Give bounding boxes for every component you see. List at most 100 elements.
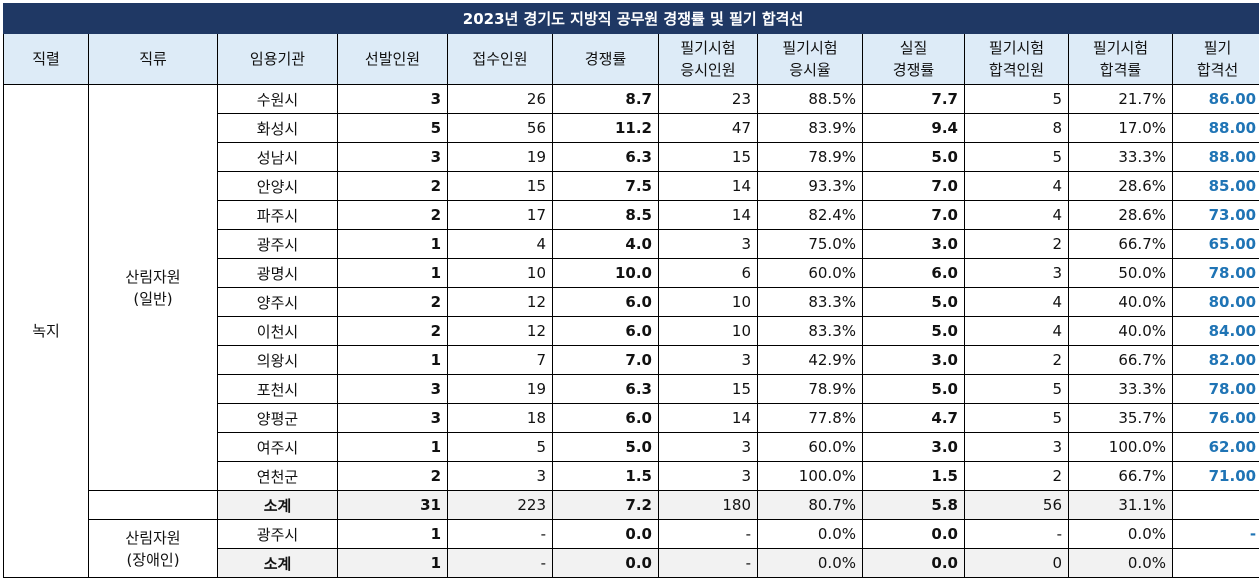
table-cell: 62.00 — [1171, 432, 1259, 462]
table-cell: 0 — [964, 548, 1069, 578]
table-cell: 광명시 — [217, 258, 338, 288]
table-cell: 42.9% — [757, 345, 863, 375]
table-cell: 5 — [964, 84, 1069, 114]
table-cell: 83.3% — [757, 287, 863, 317]
column-header: 선발인원 — [337, 33, 448, 85]
column-header: 필기시험 응시율 — [757, 33, 863, 85]
header-row: 직렬 직류 임용기관 선발인원 접수인원 경쟁률 필기시험 응시인원 필기시험 응시율 실질 경쟁률 필… — [3, 33, 1259, 85]
table-cell: 31 — [337, 490, 448, 520]
table-cell: 3.0 — [862, 345, 965, 375]
table-cell: 3 — [337, 142, 448, 172]
table-cell: 성남시 — [217, 142, 338, 172]
table-cell: 2 — [337, 461, 448, 491]
table-cell: 93.3% — [757, 171, 863, 201]
table-cell: 광주시 — [217, 519, 338, 549]
table-cell: 3 — [658, 345, 758, 375]
table-row: 이천시 2 12 6.0 10 83.3% 5.0 4 40.0% 84.00 — [4, 316, 1259, 346]
table-cell: 15 — [447, 171, 553, 201]
table-cell: 19 — [447, 374, 553, 404]
table-cell: 8.5 — [552, 200, 659, 230]
table-cell: 66.7% — [1068, 461, 1173, 491]
table-cell: 40.0% — [1068, 287, 1173, 317]
table-cell: 1 — [337, 548, 448, 578]
column-header: 경쟁률 — [552, 33, 659, 85]
table-cell: 2 — [337, 316, 448, 346]
table-cell — [1171, 548, 1259, 578]
table-cell: 4 — [964, 171, 1069, 201]
table-cell: 47 — [658, 113, 758, 143]
table-cell: 65.00 — [1171, 229, 1259, 259]
column-header: 직렬 — [3, 33, 89, 85]
table-cell: - — [658, 519, 758, 549]
table-cell: 5.0 — [552, 432, 659, 462]
table-cell: 7.5 — [552, 171, 659, 201]
table-cell: 85.00 — [1171, 171, 1259, 201]
table-cell: 40.0% — [1068, 316, 1173, 346]
table-cell: 0.0% — [757, 548, 863, 578]
table-body: 녹지 산림자원 (일반) 수원시 3 26 8.7 23 88.5% 7.7 5 21.7% 86.00… — [3, 84, 1259, 578]
table-cell: 이천시 — [217, 316, 338, 346]
table-cell: 1 — [337, 258, 448, 288]
table-cell: 6.0 — [862, 258, 965, 288]
table-cell: 3 — [658, 432, 758, 462]
table-cell: 0.0 — [862, 519, 965, 549]
table-cell: 5.8 — [862, 490, 965, 520]
table-cell: 5 — [447, 432, 553, 462]
table-cell: 78.9% — [757, 142, 863, 172]
table-row: 의왕시 1 7 7.0 3 42.9% 3.0 2 66.7% 82.00 — [4, 345, 1259, 375]
table-cell: 5 — [964, 403, 1069, 433]
table-cell: 83.9% — [757, 113, 863, 143]
table-cell: 12 — [447, 287, 553, 317]
table-cell — [1171, 490, 1259, 520]
table-cell: 6.3 — [552, 142, 659, 172]
table-cell: 78.00 — [1171, 258, 1259, 288]
table-cell: 10 — [447, 258, 553, 288]
subtotal-row: 소계 31 223 7.2 180 80.7% 5.8 56 31.1% — [4, 490, 1259, 520]
table-cell: 5.0 — [862, 287, 965, 317]
table-cell: 6.0 — [552, 287, 659, 317]
table-cell: 4 — [964, 200, 1069, 230]
table-cell: 4 — [447, 229, 553, 259]
table-cell: - — [964, 519, 1069, 549]
column-header: 필기 합격선 — [1171, 33, 1259, 85]
category-cell: 산림자원 (장애인) — [88, 519, 218, 578]
table-cell: 3 — [658, 229, 758, 259]
table-cell: 1 — [337, 229, 448, 259]
table-cell: 4 — [964, 316, 1069, 346]
table-cell: 6 — [658, 258, 758, 288]
table-cell: 75.0% — [757, 229, 863, 259]
table-cell: 5 — [964, 142, 1069, 172]
table-cell: 7.2 — [552, 490, 659, 520]
table-cell: 0.0% — [757, 519, 863, 549]
table-cell: 60.0% — [757, 432, 863, 462]
column-header: 필기시험 합격인원 — [964, 33, 1069, 85]
table-cell: 여주시 — [217, 432, 338, 462]
table-cell: 11.2 — [552, 113, 659, 143]
table-cell: 2 — [337, 171, 448, 201]
table-cell: 포천시 — [217, 374, 338, 404]
table-cell: 50.0% — [1068, 258, 1173, 288]
table-cell: 3 — [337, 374, 448, 404]
category-cell: 산림자원 (일반) — [88, 84, 218, 491]
table-cell: 15 — [658, 142, 758, 172]
table-cell: 6.0 — [552, 403, 659, 433]
series-cell: 녹지 — [3, 84, 89, 578]
table-cell: 33.3% — [1068, 374, 1173, 404]
table-cell: 0.0% — [1068, 519, 1173, 549]
table-cell: 0.0 — [862, 548, 965, 578]
table-cell: 180 — [658, 490, 758, 520]
table-cell: 1.5 — [552, 461, 659, 491]
table-cell: 10.0 — [552, 258, 659, 288]
column-header: 실질 경쟁률 — [862, 33, 965, 85]
competition-table: 2023년 경기도 지방직 공무원 경쟁률 및 필기 합격선 직렬 직류 임용기관 선… — [2, 3, 1259, 578]
table-cell: 2 — [964, 345, 1069, 375]
table-cell: 1.5 — [862, 461, 965, 491]
column-header: 직류 — [88, 33, 218, 85]
table-cell: 0.0% — [1068, 548, 1173, 578]
table-cell: 18 — [447, 403, 553, 433]
table-cell: 광주시 — [217, 229, 338, 259]
table-cell: 5.0 — [862, 316, 965, 346]
table-cell: 56 — [447, 113, 553, 143]
table-cell: 100.0% — [1068, 432, 1173, 462]
table-cell: 66.7% — [1068, 229, 1173, 259]
